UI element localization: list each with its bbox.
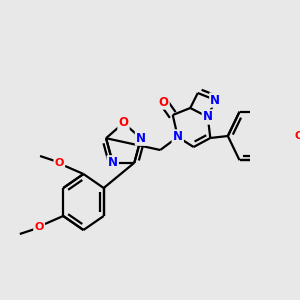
Text: O: O — [34, 222, 44, 232]
Text: N: N — [203, 110, 213, 124]
Text: O: O — [159, 95, 169, 109]
Text: O: O — [55, 158, 64, 168]
Text: N: N — [136, 132, 146, 145]
Text: N: N — [108, 156, 118, 169]
Text: O: O — [294, 131, 300, 141]
Text: N: N — [210, 94, 220, 106]
Text: O: O — [118, 116, 128, 130]
Text: N: N — [173, 130, 183, 143]
